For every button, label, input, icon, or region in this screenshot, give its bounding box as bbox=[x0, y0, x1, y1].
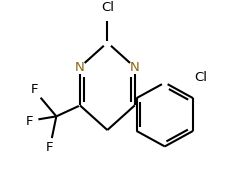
Text: F: F bbox=[30, 83, 38, 96]
Text: Cl: Cl bbox=[193, 71, 206, 84]
Text: N: N bbox=[75, 61, 85, 74]
Text: Cl: Cl bbox=[101, 1, 113, 14]
Text: F: F bbox=[45, 141, 53, 154]
Text: F: F bbox=[26, 115, 34, 128]
Text: N: N bbox=[129, 61, 139, 74]
